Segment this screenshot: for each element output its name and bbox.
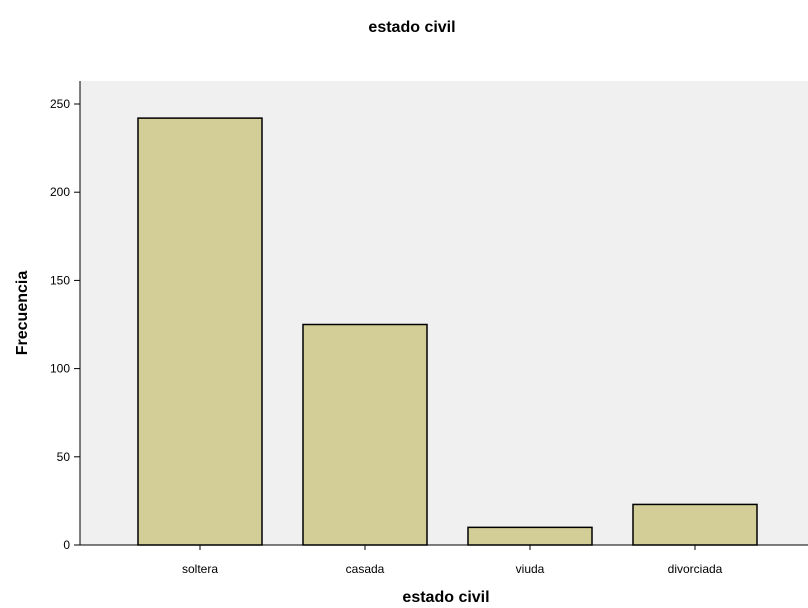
bar-viuda <box>467 526 593 546</box>
chart-title: estado civil <box>368 19 455 36</box>
y-ticks-group: 0 50 100 150 200 250 <box>50 97 80 552</box>
bar-soltera <box>137 117 263 546</box>
x-ticks-group: soltera casada viuda divorciada <box>182 545 723 576</box>
y-tick-label-50: 50 <box>57 450 71 464</box>
x-tick-label-divorciada: divorciada <box>668 562 723 576</box>
bar-divorciada <box>632 503 758 546</box>
y-tick-label-250: 250 <box>50 97 70 111</box>
x-tick-label-viuda: viuda <box>516 562 545 576</box>
y-tick-label-150: 150 <box>50 273 70 287</box>
y-tick-label-0: 0 <box>63 538 70 552</box>
bar-casada <box>302 323 428 546</box>
x-tick-label-casada: casada <box>346 562 385 576</box>
bars-group <box>137 117 758 546</box>
y-tick-label-100: 100 <box>50 362 70 376</box>
y-tick-label-200: 200 <box>50 185 70 199</box>
y-axis-label: Frecuencia <box>14 271 31 356</box>
x-tick-label-soltera: soltera <box>182 562 218 576</box>
x-axis-label: estado civil <box>402 589 489 606</box>
